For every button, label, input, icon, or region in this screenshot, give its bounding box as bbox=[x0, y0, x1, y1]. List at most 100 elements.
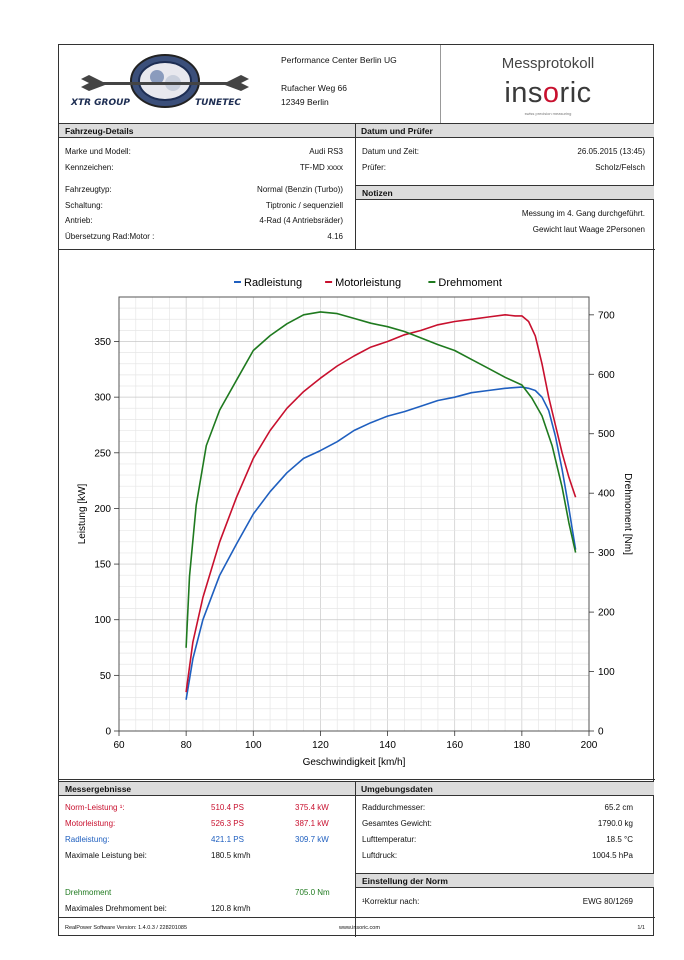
company-city: 12349 Berlin bbox=[281, 97, 329, 107]
y2-tick-label: 600 bbox=[598, 370, 615, 381]
y-axis-label: Leistung [kW] bbox=[77, 483, 88, 544]
max-torque-value: 120.8 km/h bbox=[211, 904, 251, 913]
max-power-value: 180.5 km/h bbox=[211, 851, 251, 860]
y2-tick-label: 100 bbox=[598, 667, 615, 678]
vehicle-label: Übersetzung Rad:Motor : bbox=[65, 232, 155, 241]
environment-label: Gesamtes Gewicht: bbox=[362, 819, 432, 828]
result-kw: 387.1 kW bbox=[295, 819, 329, 828]
section-divider bbox=[355, 781, 356, 937]
plot-area bbox=[118, 296, 590, 732]
result-kw: 375.4 kW bbox=[295, 803, 329, 812]
vehicle-label: Marke und Modell: bbox=[65, 147, 131, 156]
vehicle-value: 4-Rad (4 Antriebsräder) bbox=[259, 216, 343, 225]
x-tick-label: 60 bbox=[113, 740, 125, 751]
dyno-chart: 60 80 100 120 140 160 180 200050100150200250300… bbox=[77, 277, 633, 768]
page-number: 1/1 bbox=[637, 925, 645, 931]
examiner-label: Prüfer: bbox=[362, 163, 387, 172]
y-tick-label: 50 bbox=[100, 671, 112, 682]
result-label: Radleistung: bbox=[65, 835, 110, 844]
vehicle-value: TF-MD xxxx bbox=[299, 163, 343, 172]
x-axis-label: Geschwindigkeit [km/h] bbox=[303, 757, 406, 768]
results-section-title: Messergebnisse bbox=[59, 781, 355, 796]
y2-tick-label: 200 bbox=[598, 608, 615, 619]
section-divider bbox=[59, 249, 655, 250]
y-tick-label: 350 bbox=[94, 337, 111, 348]
environment-section-title: Umgebungsdaten bbox=[355, 781, 654, 796]
x-tick-label: 100 bbox=[245, 740, 262, 751]
vehicle-label: Kennzeichen: bbox=[65, 163, 114, 172]
y-tick-label: 150 bbox=[94, 560, 111, 571]
result-ps: 526.3 PS bbox=[211, 819, 244, 828]
torque-value: 705.0 Nm bbox=[295, 888, 330, 897]
environment-value: 1790.0 kg bbox=[597, 819, 633, 828]
legend-label: Motorleistung bbox=[335, 277, 401, 289]
section-divider bbox=[59, 917, 655, 918]
y2-tick-label: 700 bbox=[598, 310, 615, 321]
x-tick-label: 140 bbox=[379, 740, 396, 751]
y-tick-label: 250 bbox=[94, 448, 111, 459]
y2-tick-label: 0 bbox=[598, 727, 604, 738]
website-link[interactable]: www.insoric.com bbox=[339, 925, 380, 931]
result-ps: 510.4 PS bbox=[211, 803, 244, 812]
series-line-drehmoment bbox=[185, 311, 577, 648]
software-version: RealPower Software Version: 1.4.0.3 / 22… bbox=[65, 925, 187, 931]
max-torque-label: Maximales Drehmoment bei: bbox=[65, 904, 167, 913]
report-header: XTR GROUP TUNETEC Performance Center Ber… bbox=[59, 45, 653, 123]
y2-tick-label: 300 bbox=[598, 548, 615, 559]
vehicle-label: Fahrzeugtyp: bbox=[65, 185, 112, 194]
y-tick-label: 300 bbox=[94, 393, 111, 404]
vehicle-label: Antrieb: bbox=[65, 216, 93, 225]
brand-tagline: swiss precision measuring bbox=[524, 111, 572, 116]
series-line-motorleistung bbox=[185, 314, 577, 693]
document-title-box: Messprotokoll insoric swiss precision me… bbox=[440, 45, 655, 123]
vehicle-value: Normal (Benzin (Turbo)) bbox=[257, 185, 343, 194]
company-logo: XTR GROUP TUNETEC bbox=[70, 54, 249, 108]
x-tick-label: 120 bbox=[312, 740, 329, 751]
section-divider bbox=[355, 123, 356, 249]
notes-line: Messung im 4. Gang durchgeführt. bbox=[521, 209, 645, 218]
y2-tick-label: 400 bbox=[598, 489, 615, 500]
series-line-radleistung bbox=[185, 386, 577, 700]
company-address: Performance Center Berlin UG Rufacher We… bbox=[281, 53, 397, 109]
result-kw: 309.7 kW bbox=[295, 835, 329, 844]
norm-label: ¹Korrektur nach: bbox=[362, 897, 420, 906]
max-power-label: Maximale Leistung bei: bbox=[65, 851, 147, 860]
environment-label: Raddurchmesser: bbox=[362, 803, 426, 812]
environment-value: 18.5 °C bbox=[606, 835, 633, 844]
vehicle-value: 4.16 bbox=[327, 232, 343, 241]
norm-value: EWG 80/1269 bbox=[582, 897, 633, 906]
company-street: Rufacher Weg 66 bbox=[281, 83, 347, 93]
notes-line: Gewicht laut Waage 2Personen bbox=[532, 225, 645, 234]
torque-label: Drehmoment bbox=[65, 888, 112, 897]
brand-logo: insoric bbox=[504, 77, 592, 109]
y-tick-label: 200 bbox=[94, 504, 111, 515]
vehicle-value: Audi RS3 bbox=[309, 147, 343, 156]
x-tick-label: 180 bbox=[514, 740, 531, 751]
notes-section-title: Notizen bbox=[356, 185, 654, 200]
legend-label: Drehmoment bbox=[438, 277, 502, 289]
environment-label: Luftdruck: bbox=[362, 851, 398, 860]
chart-ticks: 60 80 100 120 140 160 180 200050100150200250300… bbox=[94, 310, 615, 751]
date-label: Datum und Zeit: bbox=[362, 147, 419, 156]
examiner-value: Scholz/Felsch bbox=[595, 163, 645, 172]
measurement-report: XTR GROUP TUNETEC Performance Center Ber… bbox=[58, 44, 655, 937]
chart-series bbox=[185, 311, 577, 700]
x-tick-label: 200 bbox=[581, 740, 598, 751]
environment-value: 65.2 cm bbox=[604, 803, 633, 812]
vehicle-section-title: Fahrzeug-Details bbox=[59, 123, 355, 138]
environment-value: 1004.5 hPa bbox=[592, 851, 633, 860]
svg-text:XTR GROUP: XTR GROUP bbox=[70, 98, 130, 108]
legend-label: Radleistung bbox=[244, 277, 302, 289]
y2-tick-label: 500 bbox=[598, 429, 615, 440]
date-value: 26.05.2015 (13:45) bbox=[577, 147, 645, 156]
y-tick-label: 100 bbox=[94, 615, 111, 626]
result-ps: 421.1 PS bbox=[211, 835, 244, 844]
date-section-title: Datum und Prüfer bbox=[355, 123, 654, 138]
company-name: Performance Center Berlin UG bbox=[281, 55, 397, 65]
vehicle-label: Schaltung: bbox=[65, 201, 103, 210]
y-tick-label: 0 bbox=[105, 727, 111, 738]
svg-text:TUNETEC: TUNETEC bbox=[195, 98, 241, 108]
norm-section-title: Einstellung der Norm bbox=[356, 873, 654, 888]
result-label: Motorleistung: bbox=[65, 819, 116, 828]
x-tick-label: 160 bbox=[446, 740, 463, 751]
